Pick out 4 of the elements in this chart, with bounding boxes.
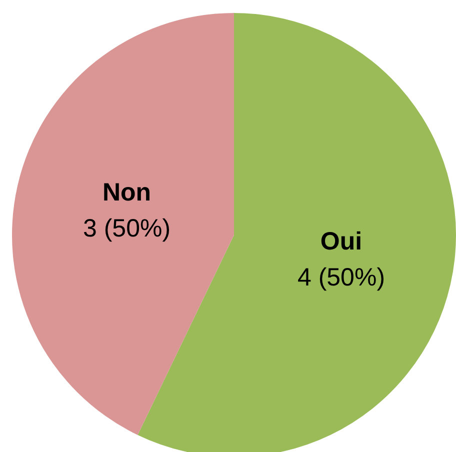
- data-label: 3 (50%): [82, 214, 171, 243]
- data-label: 4 (50%): [297, 263, 386, 292]
- slice-label: Non: [102, 178, 152, 207]
- slice-label: Oui: [320, 227, 362, 256]
